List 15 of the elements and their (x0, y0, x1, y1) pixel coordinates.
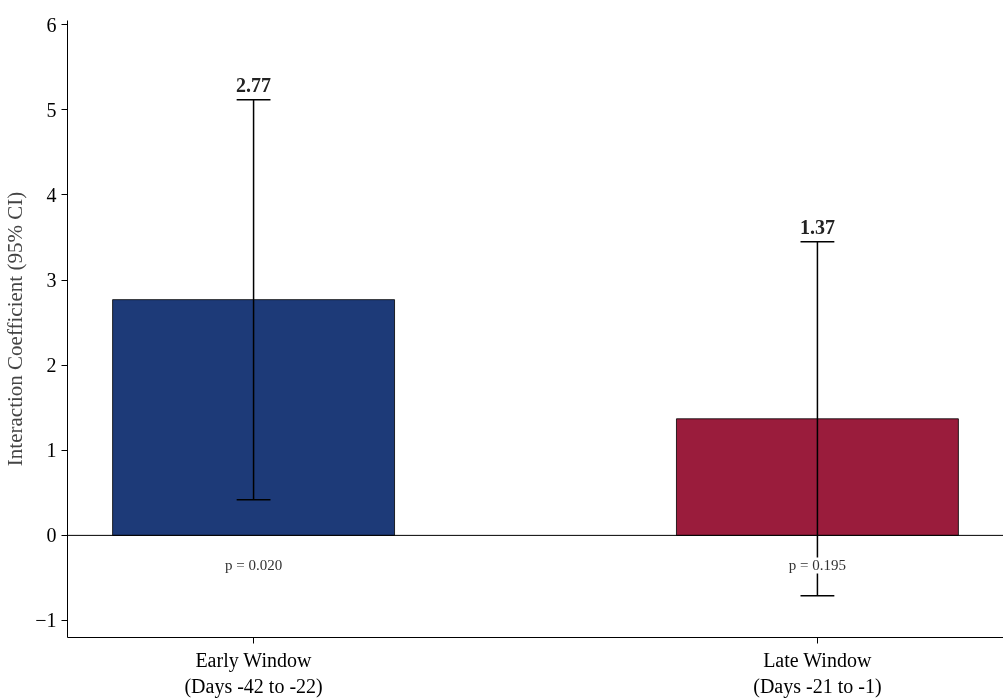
y-tick-label: 1 (46, 439, 57, 462)
annotation: p = 0.020 (224, 557, 283, 574)
annotation: p = 0.195 (788, 557, 847, 574)
annotation: 2.77 (236, 73, 272, 96)
annotation: 1.37 (799, 215, 835, 238)
y-tick-label: 2 (46, 354, 57, 377)
x-tick-label: Late Window (Days -21 to -1) (753, 648, 882, 698)
x-tick-label: Early Window (Days -42 to -22) (184, 648, 323, 698)
y-tick-label: 5 (46, 98, 57, 121)
y-tick-label: 6 (46, 13, 57, 36)
y-tick-label: −1 (35, 609, 57, 632)
y-axis-title: Interaction Coefficient (95% CI) (3, 191, 28, 467)
y-tick-label: 4 (46, 183, 57, 206)
y-tick-label: 0 (46, 524, 57, 547)
y-tick-label: 3 (46, 269, 57, 292)
